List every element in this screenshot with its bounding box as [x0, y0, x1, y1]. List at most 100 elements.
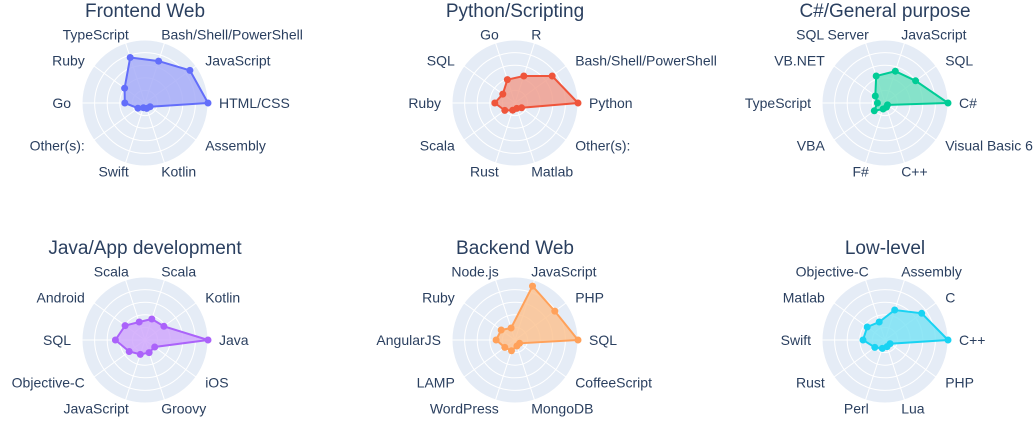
grid-spoke — [865, 102, 886, 164]
axis-label-vba: VBA — [797, 137, 826, 153]
data-point-r[interactable] — [520, 72, 528, 80]
data-point-ruby[interactable] — [121, 84, 129, 92]
data-point-sql-server[interactable] — [872, 72, 880, 80]
axis-label-lua: Lua — [901, 401, 925, 417]
data-point-sql[interactable] — [499, 90, 507, 98]
data-point-bash-shell-powershell[interactable] — [548, 72, 556, 80]
axis-label-r: R — [531, 27, 541, 43]
axis-label-rust: Rust — [796, 374, 825, 390]
chart-title: Low-level — [845, 238, 925, 259]
data-point-c[interactable] — [944, 336, 952, 344]
axis-label-sql: SQL — [43, 332, 71, 348]
data-point-other-s[interactable] — [518, 104, 526, 112]
data-point-typescript[interactable] — [126, 54, 134, 61]
data-point-javascript[interactable] — [891, 67, 899, 75]
axis-label-python: Python — [589, 95, 633, 111]
radar-low-level: C++ C Assembly Objective-C Matlab Swift Rust Pe… — [781, 238, 986, 417]
axis-label-other-s: Other(s): — [575, 137, 630, 153]
axis-label-scala: Scala — [420, 137, 455, 153]
data-point-php[interactable] — [886, 340, 894, 348]
grid-spoke — [144, 102, 197, 141]
axis-label-javascript: JavaScript — [63, 401, 128, 417]
data-point-python[interactable] — [574, 99, 582, 107]
data-point-node-js[interactable] — [507, 324, 515, 332]
axis-label-kotlin: Kotlin — [161, 164, 196, 180]
data-point-kotlin[interactable] — [160, 322, 168, 330]
data-point-scala[interactable] — [135, 318, 143, 326]
data-point-sql[interactable] — [912, 77, 920, 85]
radar-java-app-development: Java Kotlin Scala Scala Android SQL Objective-… — [12, 238, 249, 417]
axis-label-typescript: TypeScript — [63, 27, 129, 43]
data-point-visual-basic-6[interactable] — [884, 101, 891, 109]
chart-title: Frontend Web — [85, 1, 205, 22]
axis-label-rust: Rust — [470, 164, 499, 180]
axis-label-assembly: Assembly — [205, 137, 266, 153]
data-point-scala[interactable] — [501, 106, 509, 114]
data-point-assembly[interactable] — [891, 306, 899, 314]
axis-label-vb-net: VB.NET — [774, 53, 825, 69]
data-point-vb-net[interactable] — [871, 92, 879, 100]
data-point-c[interactable] — [918, 309, 926, 317]
data-point-lamp[interactable] — [501, 343, 509, 351]
axis-label-coffeescript: CoffeeScript — [575, 374, 652, 390]
axis-label-c: C — [945, 290, 955, 306]
data-point-ruby[interactable] — [491, 99, 499, 107]
axis-label-sql: SQL — [427, 53, 455, 69]
axis-label-ruby: Ruby — [408, 95, 441, 111]
data-point-typescript[interactable] — [873, 99, 881, 107]
axis-label-c: C# — [959, 95, 977, 111]
data-point-swift[interactable] — [859, 336, 867, 344]
axis-label-javascript: JavaScript — [531, 264, 596, 280]
data-point-go[interactable] — [121, 99, 129, 107]
data-point-wordpress[interactable] — [508, 347, 515, 355]
axis-label-matlab: Matlab — [531, 164, 573, 180]
axis-label-android: Android — [37, 290, 85, 306]
data-point-vba[interactable] — [870, 107, 878, 115]
data-point-objective-c[interactable] — [125, 348, 133, 355]
axis-label-go: Go — [52, 95, 71, 111]
data-point-bash-shell-powershell[interactable] — [155, 57, 163, 65]
data-point-objective-c[interactable] — [875, 318, 883, 326]
data-point-html-css[interactable] — [204, 99, 212, 107]
data-point-javascript[interactable] — [136, 350, 144, 358]
grid-spoke — [514, 102, 535, 164]
data-point-sql[interactable] — [574, 336, 582, 344]
axis-label-sql: SQL — [945, 53, 973, 69]
axis-label-go: Go — [480, 27, 499, 43]
grid-spoke — [884, 102, 905, 164]
axis-label-swift: Swift — [98, 164, 128, 180]
data-point-c[interactable] — [944, 99, 952, 107]
data-point-scala[interactable] — [148, 315, 156, 323]
data-point-php[interactable] — [551, 307, 559, 315]
radar-python-scripting: Python Bash/Shell/PowerShell R Go SQL Ruby Sca… — [408, 1, 717, 180]
axis-label-swift: Swift — [781, 332, 811, 348]
data-point-java[interactable] — [204, 336, 212, 344]
data-point-coffeescript[interactable] — [516, 339, 524, 347]
data-point-ios[interactable] — [151, 343, 159, 351]
axis-label-mongodb: MongoDB — [531, 401, 593, 417]
data-point-javascript[interactable] — [186, 66, 194, 74]
radar-c-general-purpose: C# SQL JavaScript SQL Server VB.NET TypeScrip… — [745, 1, 1033, 180]
chart-title: C#/General purpose — [799, 1, 970, 22]
data-point-other-s[interactable] — [134, 104, 142, 112]
axis-label-ruby: Ruby — [422, 290, 455, 306]
axis-label-objective-c: Objective-C — [796, 264, 869, 280]
data-point-sql[interactable] — [111, 336, 119, 344]
chart-title: Backend Web — [456, 238, 574, 259]
axis-label-wordpress: WordPress — [430, 401, 499, 417]
data-point-android[interactable] — [121, 322, 129, 330]
data-point-angularjs[interactable] — [492, 336, 500, 344]
data-point-groovy[interactable] — [145, 349, 153, 357]
axis-label-f: F# — [852, 164, 869, 180]
data-point-assembly[interactable] — [146, 103, 154, 111]
axis-label-javascript: JavaScript — [901, 27, 966, 43]
radar-backend-web: SQL PHP JavaScript Node.js Ruby AngularJS LAMP… — [376, 238, 652, 417]
data-point-matlab[interactable] — [863, 323, 871, 331]
data-point-javascript[interactable] — [529, 282, 536, 290]
grid-spoke — [125, 102, 146, 164]
data-point-go[interactable] — [503, 76, 511, 84]
axis-label-assembly: Assembly — [901, 264, 962, 280]
data-point-rust[interactable] — [871, 343, 879, 351]
data-point-ruby[interactable] — [497, 326, 505, 334]
